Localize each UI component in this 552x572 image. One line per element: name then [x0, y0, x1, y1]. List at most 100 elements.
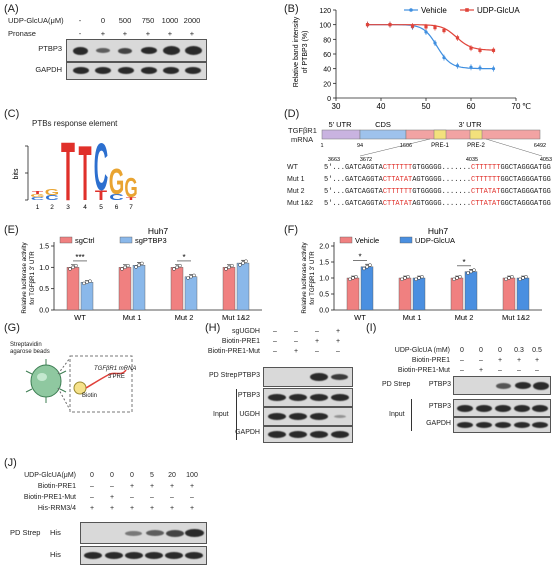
d-coord-top-0: 1	[320, 143, 323, 149]
f-ytick-0: 0.0	[319, 308, 329, 315]
panel-label-c: (C)	[4, 108, 20, 120]
f-legend-0: Vehicle	[355, 236, 379, 245]
d-row-label-0: WT	[287, 164, 298, 171]
j-blot-label-2: His	[50, 550, 61, 559]
j-pd-his-blot	[80, 522, 207, 544]
b-xtick-1: 40	[377, 102, 386, 111]
j-val-2-4: –	[170, 494, 174, 501]
e-ytick-0: 0.0	[39, 308, 49, 315]
d-seq-3-part-0: 5'...GATCAGGTA	[324, 200, 383, 208]
i-val-1-3: +	[516, 357, 522, 364]
a-dose-3: 750	[141, 16, 155, 25]
d-seq-2-part-0: 5'...GATCAGGTA	[324, 188, 383, 196]
c-letter-0-0: C	[31, 196, 45, 201]
f-bar-3-1	[516, 277, 530, 311]
h-val-0-0: –	[273, 328, 277, 335]
d-seq-1: 5'...GATCAGGTACTTATATAGTGGGG.......CTTTT…	[324, 176, 552, 184]
f-title: Huh7	[428, 226, 449, 236]
h-val-1-2: +	[314, 338, 320, 345]
f-bar-2-0	[450, 277, 464, 311]
e-bar-1-1	[132, 265, 146, 311]
i-val-2-2: –	[498, 367, 502, 374]
c-letter-0-1: G	[30, 193, 44, 198]
d-seq-2-part-2: GTGGGGG.......	[412, 188, 472, 196]
a-ptbp3-blot	[66, 39, 207, 62]
j-val-2-3: –	[150, 494, 154, 501]
d-5utr-box	[321, 129, 361, 140]
i-blot-label-3: GAPDH	[426, 420, 451, 427]
b-point-0-7	[469, 65, 473, 69]
panel-label-i: (I)	[366, 322, 377, 334]
b-thermal-shift-chart: 30 40 50 60 70 0 20 40 60 80 100 120 ℃ Relative band …	[293, 6, 531, 111]
c-letter-0-2: T	[32, 190, 44, 195]
e-bar-3-0	[222, 267, 236, 311]
c-letter-4-0: T	[95, 187, 108, 203]
e-bar-2-1	[184, 276, 198, 311]
e-bar-1-0	[118, 267, 132, 311]
j-row-label-1: Biotin-PRE1	[37, 483, 76, 490]
h-val-2-1: +	[293, 348, 299, 355]
i-input-label: Input	[389, 411, 405, 418]
b-point-1-7	[469, 46, 473, 50]
b-point-0-6	[455, 64, 460, 68]
h-input-ptbp3-blot	[263, 388, 353, 407]
g-biotin-label: Biotin	[82, 393, 98, 399]
h-pd-ptbp3-blot	[263, 367, 353, 387]
b-point-1-2	[410, 24, 415, 28]
e-sig-0: ***	[75, 253, 84, 262]
d-row-label-2: Mut 2	[287, 188, 305, 195]
b-xtick-3: 60	[467, 102, 476, 111]
c-pos-3: 4	[83, 204, 87, 211]
a-pronase-1: +	[100, 29, 106, 38]
f-legend-1: UDP-GlcUA	[415, 236, 455, 245]
d-pre-label-0: PRE-1	[431, 143, 449, 149]
e-legend-1: sgPTBP3	[135, 236, 167, 245]
d-gene: TGFβR1	[288, 126, 317, 135]
j-val-1-3: +	[149, 483, 155, 490]
a-dose-2: 500	[118, 16, 132, 25]
c-letter-3-0: T	[78, 130, 91, 212]
h-input-bracket	[236, 389, 237, 440]
f-sig-1: *	[462, 258, 465, 267]
h-row-label-1: Biotin-PRE1	[221, 338, 260, 345]
c-letter-5-0: C	[109, 193, 123, 202]
c-letter-1-0: C	[45, 194, 58, 202]
d-seq-0-part-4: GGCTAGGGATGG...3'	[500, 164, 552, 172]
h-input-gapdh-blot	[263, 426, 353, 443]
h-input-label: Input	[213, 411, 229, 418]
b-ytick-3: 60	[323, 52, 331, 59]
a-gapdh-label: GAPDH	[35, 65, 62, 74]
d-row-label-3: Mut 1&2	[287, 200, 314, 207]
f-cat-3: Mut 1&2	[502, 313, 530, 322]
b-series-line-0	[367, 24, 494, 70]
f-sig-0: *	[358, 252, 361, 261]
d-coord-seq-2: 4035	[466, 157, 478, 163]
i-val-1-4: +	[534, 357, 540, 364]
e-sig-1: *	[182, 253, 185, 262]
i-val-1-1: –	[479, 357, 483, 364]
i-input-bracket	[411, 399, 412, 431]
h-val-1-3: +	[335, 338, 341, 345]
h-input-ugdh-blot	[263, 407, 353, 426]
j-val-3-1: +	[109, 505, 115, 512]
h-pd-label: PD Strep	[209, 372, 238, 379]
i-val-2-0: –	[460, 367, 464, 374]
j-input-his-blot	[80, 546, 207, 565]
j-val-0-5: 100	[186, 472, 198, 479]
j-val-3-3: +	[149, 505, 155, 512]
h-val-1-0: –	[273, 338, 277, 345]
g-mrna-strand	[85, 369, 127, 389]
d-region-1: CDS	[375, 120, 391, 129]
f-ytick-3: 1.5	[319, 260, 329, 267]
b-point-0-4	[433, 41, 437, 45]
panel-label-b: (B)	[284, 3, 299, 15]
panel-label-h: (H)	[205, 322, 221, 334]
b-ytick-4: 80	[323, 37, 331, 44]
j-val-0-1: 0	[110, 472, 114, 479]
f-cat-2: Mut 2	[455, 313, 474, 322]
j-val-2-2: –	[130, 494, 134, 501]
c-letter-6-1: G	[124, 172, 137, 203]
a-pronase-4: +	[167, 29, 173, 38]
c-pos-1: 2	[50, 204, 54, 211]
i-input-ptbp3-blot	[453, 399, 551, 417]
